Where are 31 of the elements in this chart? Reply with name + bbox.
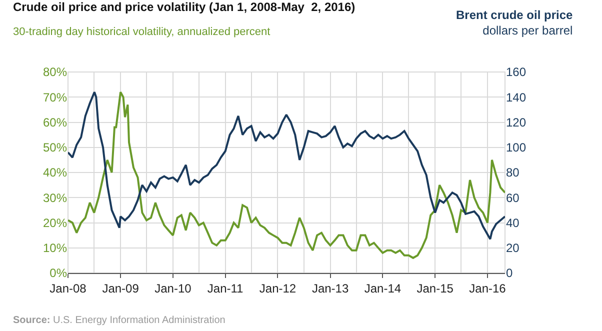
chart-title: Crude oil price and price volatility (Jan 1, 2008-May 2, 2016) (13, 0, 356, 14)
y-tick-label: 60% (42, 115, 68, 130)
y2-tick-label: 100 (506, 140, 526, 155)
y-tick-label: 20% (42, 216, 68, 230)
x-tick-label: Jan-09 (102, 281, 140, 296)
y-tick-label: 80% (42, 65, 68, 80)
y2-tick-label: 160 (506, 65, 526, 80)
x-tick-label: Jan-12 (259, 281, 296, 296)
y-tick-label: 10% (42, 241, 68, 256)
y-tick-label: 30% (42, 190, 68, 205)
y2-tick-label: 140 (506, 90, 526, 104)
source-note: Source: U.S. Energy Information Administration (13, 315, 226, 326)
y2-tick-label: 60 (506, 190, 520, 205)
y-tick-label: 50% (42, 140, 68, 155)
y-tick-label: 70% (42, 90, 68, 104)
x-tick-label: Jan-14 (364, 281, 402, 296)
y2-tick-label: 40 (506, 216, 520, 230)
x-tick-label: Jan-10 (154, 281, 192, 296)
y2-tick-label: 120 (506, 115, 526, 130)
y2-tick-label: 80 (506, 166, 520, 180)
x-tick-label: Jan-08 (50, 281, 87, 296)
x-tick-label: Jan-13 (312, 281, 349, 296)
y-tick-label: 0% (50, 266, 68, 280)
x-tick-label: Jan-16 (469, 281, 506, 296)
y2-tick-label: 20 (506, 241, 520, 256)
y2-axis-title: Brent crude oil price dollars per barrel (456, 8, 574, 38)
y-tick-label: 40% (42, 166, 68, 180)
y2-tick-label: 0 (506, 266, 513, 280)
x-tick-label: Jan-11 (207, 281, 244, 296)
y-axis-title: 30-trading day historical volatility, annualized percent (13, 26, 270, 38)
x-tick-label: Jan-15 (416, 281, 454, 296)
